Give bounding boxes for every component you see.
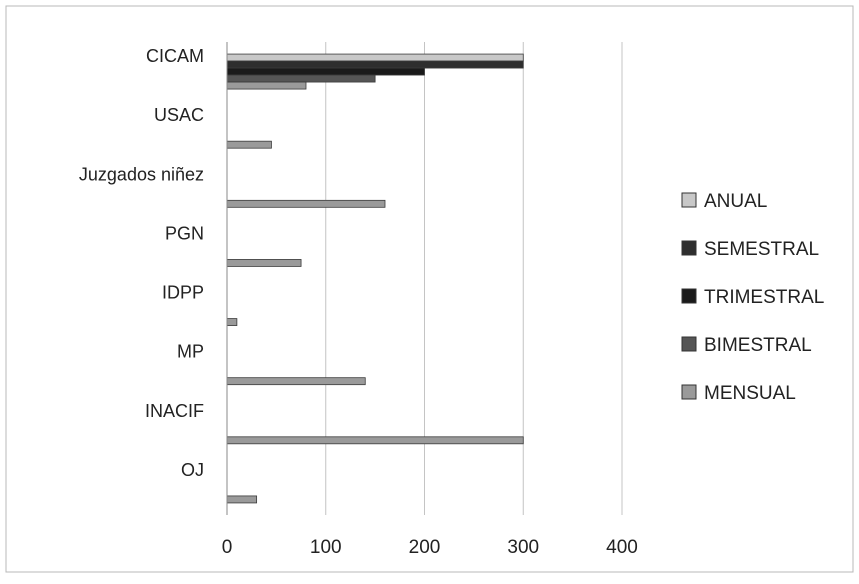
- bar-anual-0: [226, 53, 524, 62]
- legend-label-semestral: SEMESTRAL: [704, 239, 819, 260]
- category-label: IDPP: [162, 283, 204, 303]
- category-label: OJ: [181, 460, 204, 480]
- chart-border: [5, 5, 854, 573]
- x-tick-label: 200: [409, 537, 441, 558]
- category-label: USAC: [154, 105, 204, 125]
- legend-label-anual: ANUAL: [704, 191, 767, 212]
- legend-label-bimestral: BIMESTRAL: [704, 335, 812, 356]
- bar-mensual-7: [226, 495, 258, 504]
- gridlines: [325, 42, 623, 515]
- bar-mensual-0: [226, 81, 307, 90]
- x-tick-label: 0: [222, 537, 233, 558]
- legend-swatch-mensual: [681, 384, 697, 400]
- category-label: INACIF: [145, 401, 204, 421]
- bar-mensual-1: [226, 140, 272, 149]
- bar-mensual-3: [226, 259, 302, 267]
- bar-semestral-0: [226, 60, 524, 69]
- category-label: CICAM: [146, 46, 204, 66]
- bar-mensual-6: [226, 436, 524, 445]
- bar-bimestral-0: [226, 74, 376, 83]
- category-label: MP: [177, 342, 204, 362]
- legend-swatch-semestral: [681, 240, 697, 256]
- category-label: PGN: [165, 223, 204, 243]
- x-tick-label: 300: [507, 537, 539, 558]
- bar-mensual-2: [226, 199, 386, 208]
- legend-label-mensual: MENSUAL: [704, 383, 796, 404]
- legend-swatch-bimestral: [681, 336, 697, 352]
- category-label: Juzgados niñez: [79, 164, 204, 184]
- bars: [226, 53, 524, 504]
- legend-swatch-trimestral: [681, 288, 697, 304]
- bar-trimestral-0: [226, 67, 425, 76]
- x-tick-label: 400: [606, 537, 638, 558]
- category-labels: CICAM USAC Juzgados niñez PGN IDPP MP INACIF OJ: [79, 46, 204, 480]
- legend-label-trimestral: TRIMESTRAL: [704, 287, 824, 308]
- x-tick-labels: 0 100 200 300 400: [222, 537, 638, 558]
- bar-mensual-5: [226, 377, 366, 386]
- legend: ANUAL SEMESTRAL TRIMESTRAL BIMESTRAL MENSUAL: [681, 191, 824, 404]
- x-tick-label: 100: [310, 537, 342, 558]
- bar-mensual-4: [226, 318, 238, 326]
- legend-swatch-anual: [681, 192, 697, 208]
